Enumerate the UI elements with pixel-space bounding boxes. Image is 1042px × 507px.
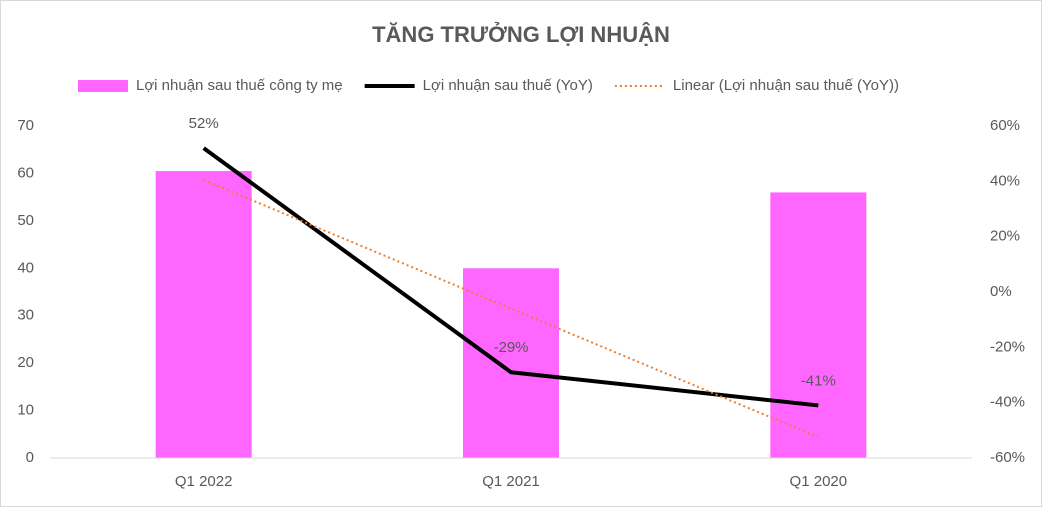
y2-tick-label: 60% [990, 117, 1020, 134]
legend-swatch [78, 80, 128, 92]
y-tick-label: 50 [17, 212, 34, 229]
y-tick-label: 70 [17, 117, 34, 134]
bar [770, 192, 867, 458]
bar [463, 268, 559, 458]
y2-tick-label: -40% [990, 394, 1025, 411]
y2-tick-label: -60% [990, 449, 1025, 466]
y-tick-label: 0 [26, 449, 34, 466]
trend-line [203, 179, 819, 439]
y-tick-label: 30 [17, 307, 34, 324]
x-tick-label: Q1 2020 [790, 473, 848, 490]
x-tick-label: Q1 2022 [175, 473, 233, 490]
y-tick-label: 20 [17, 354, 34, 371]
y2-tick-label: 0% [990, 283, 1012, 300]
y2-tick-label: -20% [990, 338, 1025, 355]
legend-label: Lợi nhuận sau thuế (YoY) [423, 77, 593, 94]
data-label: -29% [493, 339, 528, 356]
legend-label: Linear (Lợi nhuận sau thuế (YoY)) [673, 77, 899, 94]
y2-tick-label: 20% [990, 228, 1020, 245]
y-tick-label: 60 [17, 164, 34, 181]
legend-label: Lợi nhuận sau thuế công ty mẹ [136, 77, 343, 94]
data-label: 52% [189, 115, 219, 132]
data-label: -41% [801, 372, 836, 389]
y2-tick-label: 40% [990, 172, 1020, 189]
x-tick-label: Q1 2021 [482, 473, 540, 490]
y-tick-label: 10 [17, 402, 34, 419]
bar [155, 171, 252, 459]
chart-title: TĂNG TRƯỞNG LỢI NHUẬN [372, 22, 670, 47]
y-tick-label: 40 [17, 259, 34, 276]
